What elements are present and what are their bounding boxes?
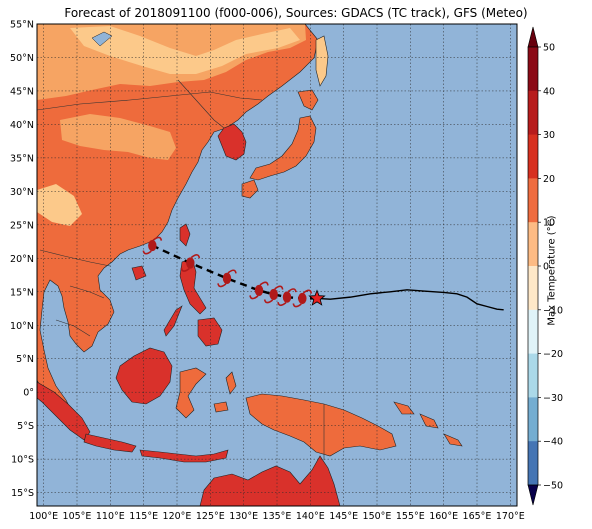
lon-tick-label: 110°E [96, 511, 125, 522]
lon-tick-label: 100°E [29, 511, 58, 522]
lat-tick-label: 55°N [10, 20, 34, 31]
past-track-line [316, 289, 504, 311]
lat-tick-label: 5°N [16, 354, 34, 365]
land-philippines [163, 257, 223, 347]
tropical-cyclone-icon [249, 281, 269, 300]
colorbar-tick-label: 20 [543, 174, 555, 185]
lat-tick-label: 40°N [10, 120, 34, 131]
colorbar-tick-label: −20 [543, 349, 563, 360]
land-borneo [115, 347, 173, 405]
tropical-cyclone-icon [263, 285, 284, 304]
lat-tick-label: 10°S [11, 455, 34, 466]
tropical-cyclone-icon [142, 236, 163, 255]
lat-tick-label: 25°N [10, 220, 34, 231]
lat-tick-label: 15°N [10, 287, 34, 298]
land-japan [241, 89, 319, 199]
land-china-warm [60, 114, 176, 160]
lon-tick-label: 155°E [396, 511, 425, 522]
land-java [83, 433, 137, 453]
colorbar-segment [528, 441, 538, 486]
colorbar-extend-max [527, 26, 539, 48]
colorbar-label: Max Temperature (°C) [546, 215, 558, 326]
map-frame [36, 23, 518, 507]
colorbar: 50 40 30 20 10 0 −10 −20 −30 −40 −50 [527, 26, 563, 506]
current-position [308, 289, 326, 306]
lat-lon-grid [37, 24, 517, 506]
lon-tick-label: 145°E [329, 511, 358, 522]
lon-tick-label: 170°E [496, 511, 525, 522]
lat-tick-label: 45°N [10, 86, 34, 97]
colorbar-tick-label: 40 [543, 86, 555, 97]
lat-tick-label: 0° [23, 388, 34, 399]
colorbar-tick-label: −30 [543, 393, 563, 404]
tropical-cyclone-icon [217, 269, 237, 288]
forecast-storm-markers [142, 236, 313, 308]
colorbar-tick-label: −10 [543, 305, 563, 316]
lon-tick-label: 165°E [463, 511, 492, 522]
lake-baikal [91, 31, 113, 47]
lon-tick-label: 140°E [296, 511, 325, 522]
tropical-cyclone-icon [277, 288, 297, 307]
land-new-guinea [245, 393, 397, 457]
lat-tick-label: 35°N [10, 153, 34, 164]
lon-tick-label: 120°E [163, 511, 192, 522]
colorbar-tick-label: 50 [543, 43, 555, 54]
colorbar-tick-label: 30 [543, 130, 555, 141]
colorbar-segment [528, 266, 538, 311]
lat-tick-label: 50°N [10, 53, 34, 64]
longitude-labels: 100°E 105°E 110°E 115°E 120°E 125°E 130°E 135°E… [29, 511, 525, 522]
land-hainan [131, 265, 147, 281]
land-sulawesi [175, 367, 207, 419]
colorbar-segment [528, 134, 538, 179]
tropical-cyclone-icon [292, 289, 313, 308]
lon-tick-label: 150°E [363, 511, 392, 522]
lon-tick-label: 115°E [129, 511, 158, 522]
colorbar-segment [528, 397, 538, 442]
lat-tick-label: 20°N [10, 254, 34, 265]
colorbar-extend-min [527, 484, 539, 506]
colorbar-segment [528, 222, 538, 267]
lon-tick-label: 135°E [263, 511, 292, 522]
land-north-mild [70, 26, 300, 74]
lon-tick-label: 125°E [196, 511, 225, 522]
lat-tick-label: 5°S [17, 421, 34, 432]
colorbar-tick-label: −50 [543, 481, 563, 492]
latitude-labels: 55°N 50°N 45°N 40°N 35°N 30°N 25°N 20°N 15°N 10°N… [10, 20, 34, 500]
tropical-cyclone-icon [180, 254, 201, 272]
colorbar-tick-label: 0 [543, 262, 549, 273]
colorbar-tick-label: 10 [543, 218, 555, 229]
lat-tick-label: 15°S [11, 488, 34, 499]
lon-tick-label: 130°E [229, 511, 258, 522]
lat-tick-label: 10°N [10, 321, 34, 332]
lat-tick-label: 30°N [10, 187, 34, 198]
country-borders [37, 79, 325, 460]
colorbar-tick-label: −40 [543, 437, 563, 448]
land-korea [217, 123, 247, 161]
colorbar-segment [528, 353, 538, 398]
colorbar-segment [528, 178, 538, 223]
land-bismarck [393, 401, 463, 447]
colorbar-segment [528, 47, 538, 92]
colorbar-segment [528, 90, 538, 136]
land-sakhalin [315, 35, 329, 87]
lon-tick-label: 160°E [429, 511, 458, 522]
map-title: Forecast of 2018091100 (f000-006), Sourc… [64, 6, 528, 20]
land-tibet-mild [37, 184, 82, 226]
colorbar-segment [528, 309, 538, 355]
land-australia [199, 455, 341, 506]
land-moluccas [213, 371, 237, 413]
star-icon [308, 289, 326, 306]
lon-tick-label: 105°E [63, 511, 92, 522]
